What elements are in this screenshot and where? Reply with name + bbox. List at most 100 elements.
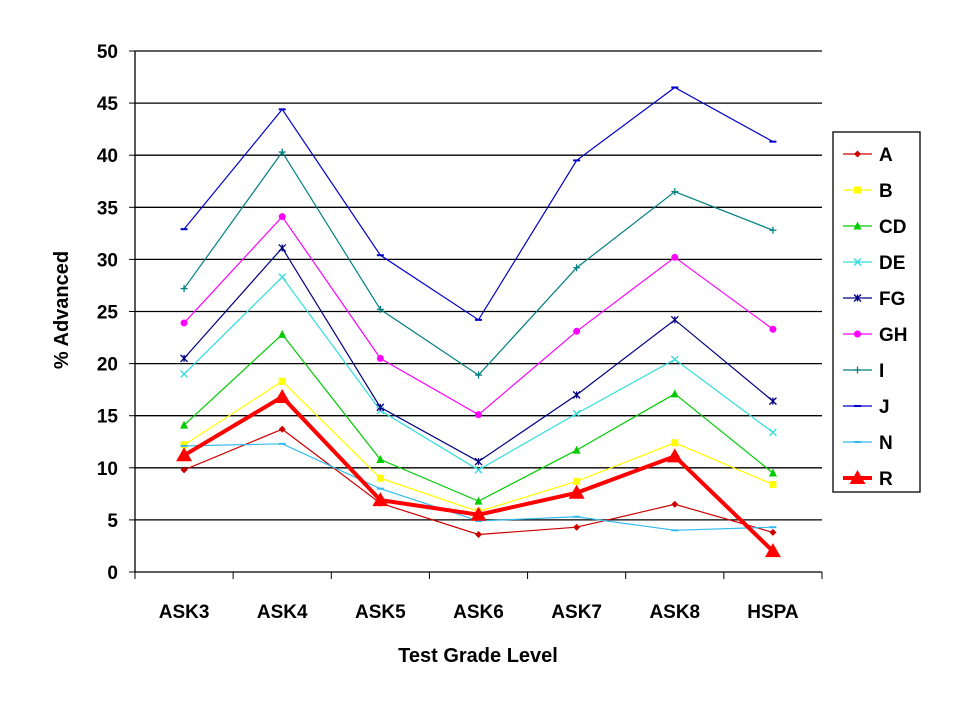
y-tick-label: 25 bbox=[97, 303, 119, 324]
data-point-I bbox=[180, 285, 188, 293]
y-tick-label: 35 bbox=[97, 198, 119, 219]
x-tick-label: ASK8 bbox=[649, 602, 700, 623]
data-point-A bbox=[573, 523, 581, 531]
series-line-R bbox=[183, 394, 775, 553]
y-tick-label: 10 bbox=[97, 459, 118, 480]
legend-marker bbox=[853, 221, 862, 230]
data-point-A bbox=[475, 530, 482, 538]
data-point-GH bbox=[475, 411, 482, 419]
data-point-DE bbox=[180, 370, 189, 378]
y-tick-label: 15 bbox=[97, 407, 119, 428]
y-tick-label: 0 bbox=[107, 563, 118, 584]
series-line-I bbox=[183, 150, 774, 376]
data-point-I bbox=[475, 371, 482, 379]
data-point-I bbox=[278, 148, 286, 156]
legend-box bbox=[832, 131, 921, 493]
y-tick-label: 40 bbox=[97, 146, 118, 167]
x-tick-label: ASK5 bbox=[355, 602, 406, 623]
legend-label: FG bbox=[879, 289, 905, 310]
data-point-A bbox=[769, 528, 777, 536]
data-point-DE bbox=[670, 355, 679, 364]
y-axis-title: % Advanced bbox=[51, 251, 73, 369]
legend-marker bbox=[849, 470, 866, 484]
data-point-DE bbox=[768, 428, 777, 437]
data-point-CD bbox=[670, 389, 679, 398]
series-line-J bbox=[183, 86, 774, 321]
data-point-FG bbox=[572, 390, 581, 399]
legend-entry-J: J bbox=[843, 397, 890, 418]
legend-marker bbox=[854, 330, 861, 338]
data-point-DE bbox=[474, 465, 483, 474]
legend-marker bbox=[854, 186, 861, 194]
data-point-GH bbox=[769, 325, 777, 333]
data-point-R bbox=[372, 492, 389, 507]
x-tick-label: HSPA bbox=[747, 602, 799, 623]
data-point-I bbox=[376, 305, 384, 313]
series-DE bbox=[180, 273, 777, 474]
data-point-R bbox=[176, 447, 193, 462]
x-tick-label: ASK4 bbox=[257, 602, 308, 623]
series-I bbox=[180, 148, 777, 379]
x-axis-title: Test Grade Level bbox=[398, 645, 558, 667]
data-point-CD bbox=[376, 454, 385, 463]
data-point-FG bbox=[180, 354, 189, 363]
legend-entry-A: A bbox=[843, 145, 893, 166]
series-line-FG bbox=[183, 246, 774, 463]
data-point-FG bbox=[768, 397, 777, 406]
data-point-CD bbox=[768, 468, 777, 477]
data-point-I bbox=[671, 188, 679, 196]
legend-entry-FG: FG bbox=[843, 289, 905, 310]
legend-entry-R: R bbox=[843, 469, 893, 490]
y-tick-label: 45 bbox=[97, 94, 119, 115]
legend-label: N bbox=[879, 433, 893, 454]
y-tick-label: 20 bbox=[97, 355, 118, 376]
data-point-I bbox=[769, 226, 777, 234]
legend-marker bbox=[853, 294, 862, 302]
data-point-CD bbox=[180, 420, 189, 429]
data-point-A bbox=[278, 425, 286, 433]
legend-entry-B: B bbox=[843, 181, 893, 202]
data-point-R bbox=[274, 388, 291, 403]
data-point-I bbox=[573, 264, 581, 272]
legend-marker bbox=[853, 258, 862, 266]
legend-label: DE bbox=[879, 253, 905, 274]
y-tick-label: 50 bbox=[97, 42, 118, 63]
legend-label: CD bbox=[879, 217, 906, 238]
data-point-R bbox=[666, 448, 683, 463]
data-point-DE bbox=[278, 273, 287, 282]
data-point-R bbox=[470, 506, 487, 521]
legend-label: GH bbox=[879, 325, 908, 346]
legend-entry-N: N bbox=[843, 433, 893, 454]
series-CD bbox=[180, 329, 777, 505]
legend-label: I bbox=[879, 361, 884, 382]
data-point-CD bbox=[572, 445, 581, 454]
legend-entry-CD: CD bbox=[843, 217, 906, 238]
x-tick-label: ASK7 bbox=[551, 602, 602, 623]
data-point-FG bbox=[376, 403, 385, 412]
data-point-CD bbox=[278, 329, 287, 338]
data-point-GH bbox=[180, 319, 188, 327]
y-tick-label: 30 bbox=[97, 250, 118, 271]
series-GH bbox=[180, 213, 777, 419]
data-point-B bbox=[573, 477, 581, 485]
data-point-R bbox=[764, 543, 781, 558]
legend-label: R bbox=[879, 469, 893, 490]
data-point-B bbox=[376, 474, 384, 482]
data-point-B bbox=[671, 439, 679, 447]
legend-entry-DE: DE bbox=[843, 253, 905, 274]
legend-label: A bbox=[879, 145, 893, 166]
legend-entry-I: I bbox=[843, 361, 884, 382]
data-point-DE bbox=[572, 409, 581, 418]
data-point-B bbox=[278, 377, 286, 385]
x-tick-label: ASK6 bbox=[453, 602, 504, 623]
legend-label: B bbox=[879, 181, 893, 202]
series-J bbox=[180, 86, 777, 321]
data-point-R bbox=[568, 484, 585, 499]
data-point-GH bbox=[278, 213, 286, 221]
data-point-CD bbox=[474, 496, 483, 505]
data-point-A bbox=[671, 500, 679, 508]
series-N bbox=[180, 442, 777, 532]
data-point-FG bbox=[278, 243, 287, 252]
